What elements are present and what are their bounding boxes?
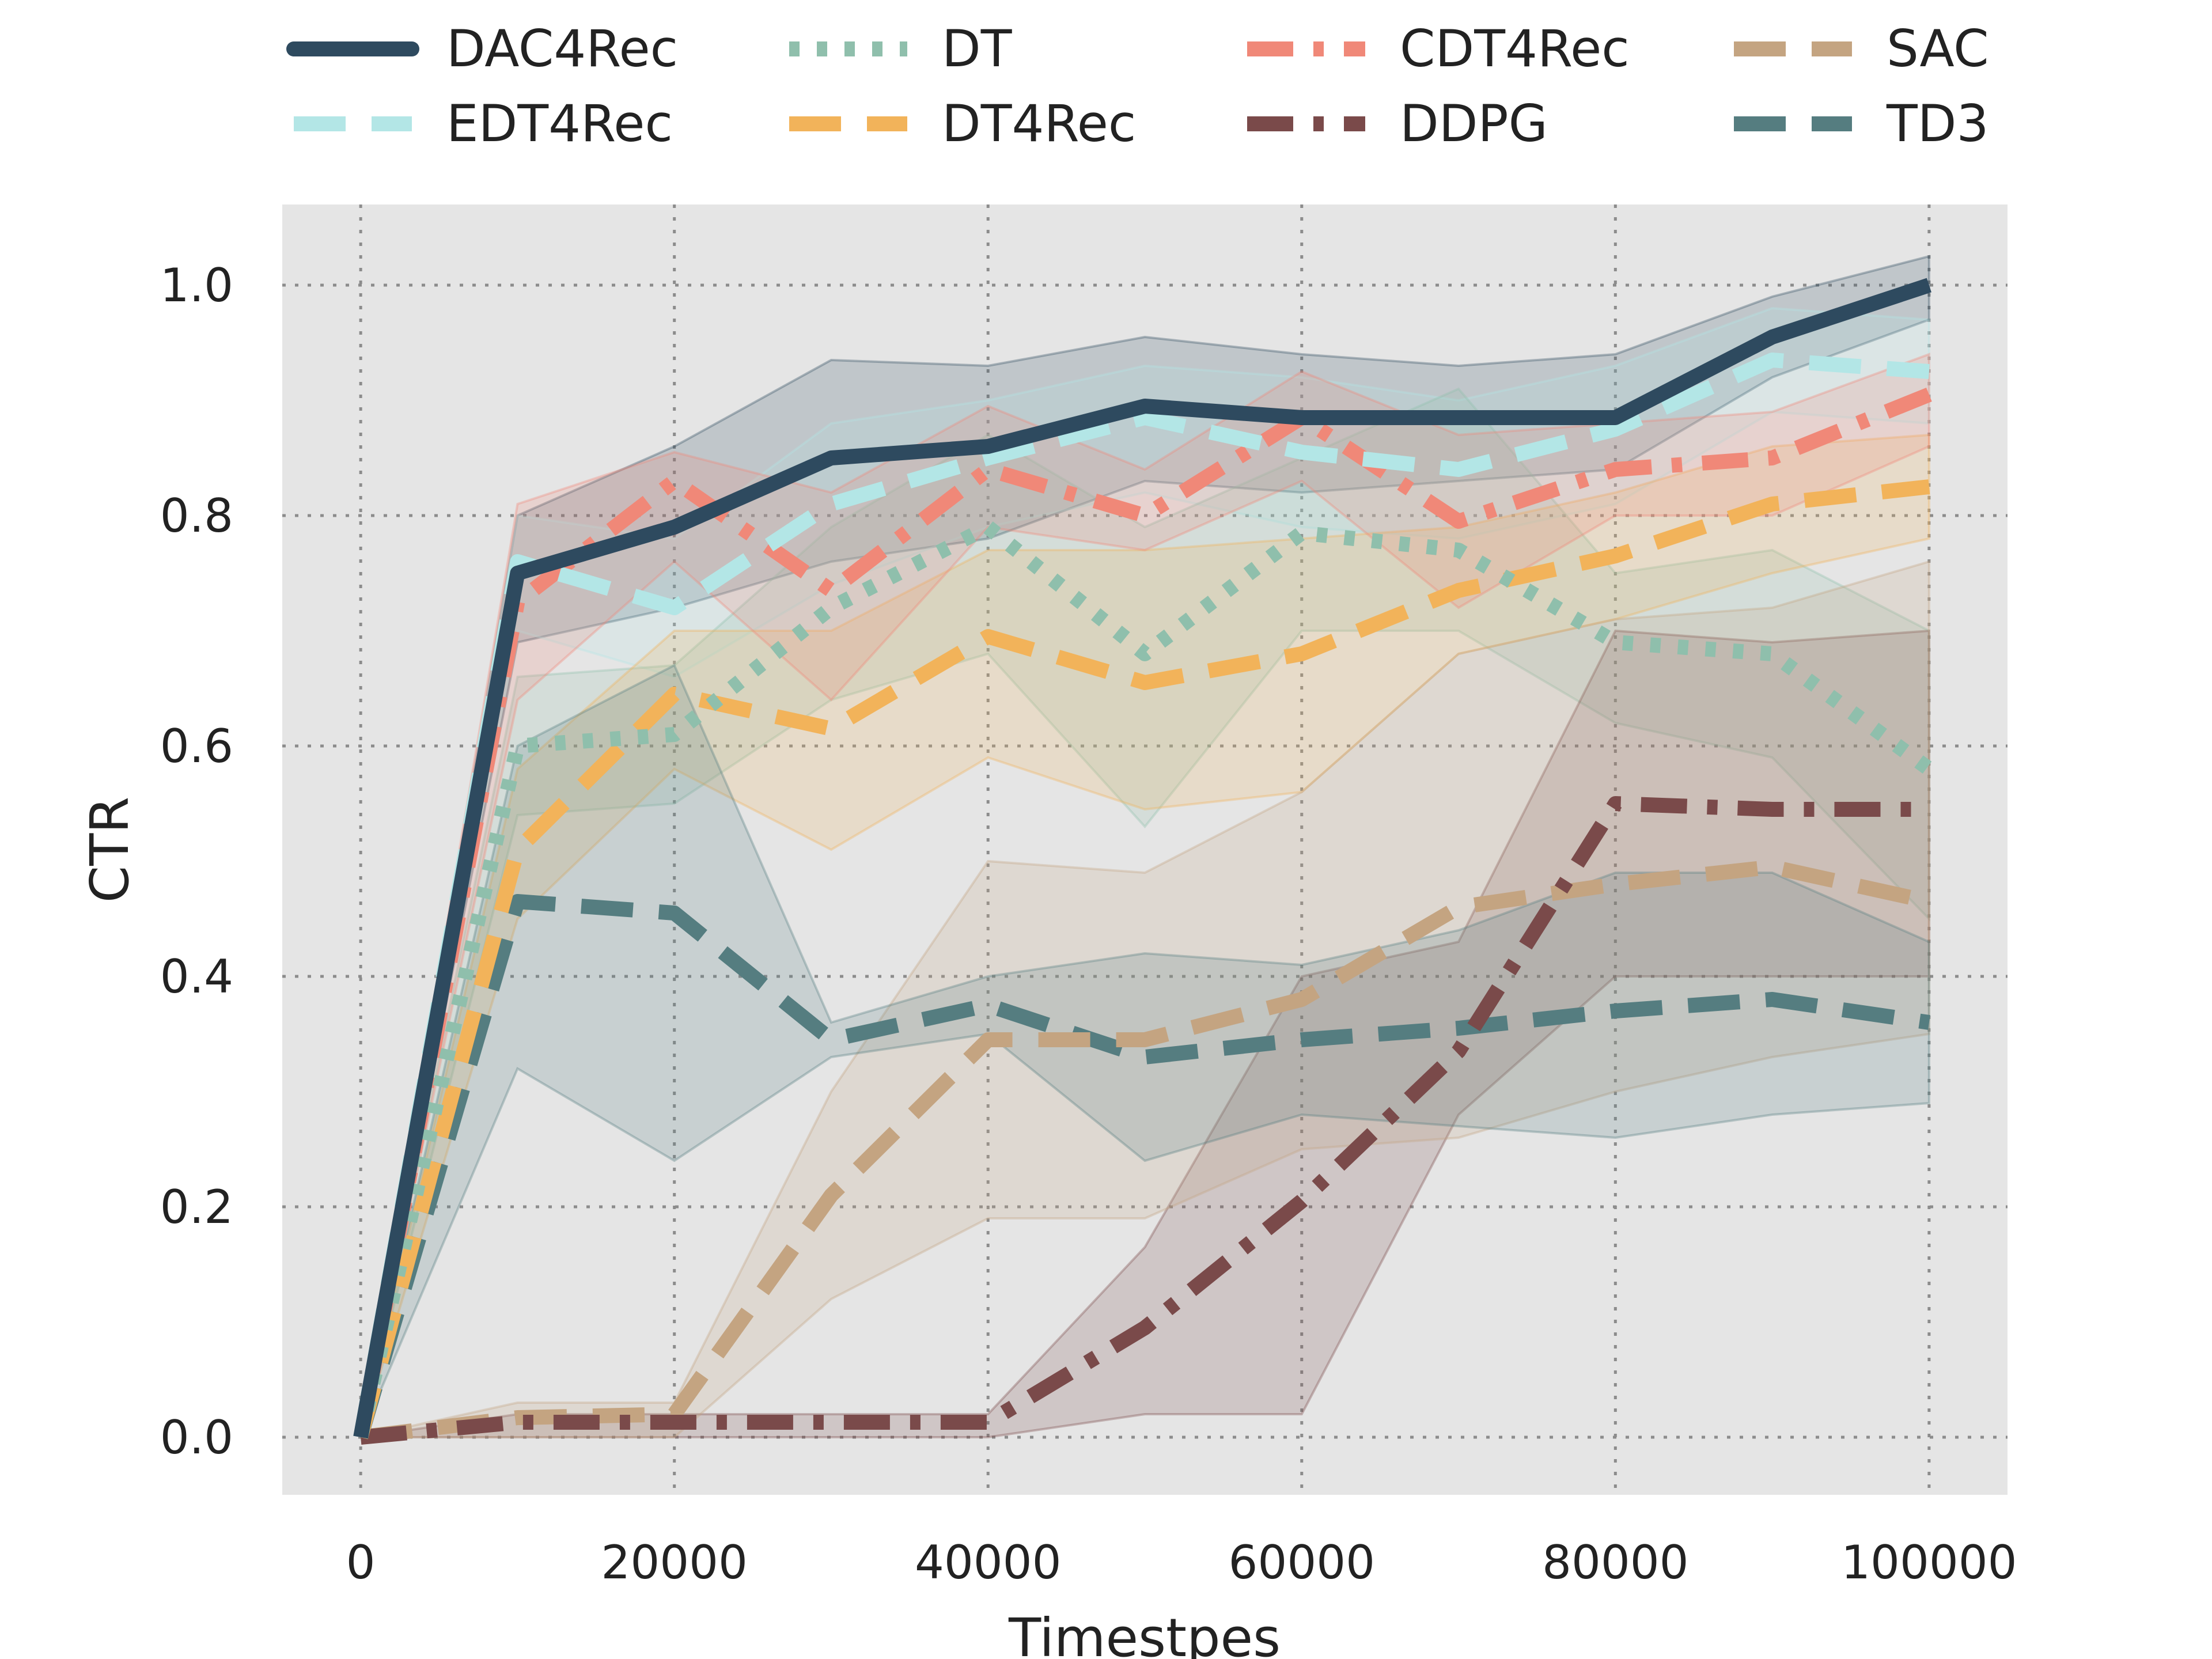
x-tick-label: 20000 <box>601 1536 748 1589</box>
legend-label-cdt4rec: CDT4Rec <box>1400 19 1630 78</box>
x-tick-label: 0 <box>346 1536 376 1589</box>
x-tick-label: 100000 <box>1841 1536 2017 1589</box>
grid-lines <box>282 204 2008 1495</box>
x-tick-label: 80000 <box>1542 1536 1689 1589</box>
line-edt4rec <box>353 353 1930 1439</box>
y-tick-label: 0.2 <box>160 1180 233 1234</box>
series-lines <box>353 278 1934 1445</box>
x-axis-label: Timestpes <box>1008 1607 1281 1659</box>
x-tick-label: 60000 <box>1229 1536 1376 1589</box>
legend-label-td3: TD3 <box>1886 94 1989 153</box>
legend-label-dac4rec: DAC4Rec <box>446 19 678 78</box>
legend-label-dt: DT <box>942 19 1013 78</box>
x-axis-ticks: 0 20000 40000 60000 80000 100000 <box>346 1536 2017 1589</box>
legend-label-sac: SAC <box>1887 19 1989 78</box>
line-cdt4rec <box>353 387 1932 1439</box>
band-ddpg <box>360 629 1930 1438</box>
y-tick-label: 0.4 <box>160 950 233 1003</box>
x-tick-label: 40000 <box>915 1536 1062 1589</box>
line-dt <box>353 520 1934 1439</box>
y-tick-label: 0.6 <box>160 719 233 773</box>
line-td3 <box>353 894 1930 1440</box>
y-axis-label: CTR <box>79 797 141 903</box>
line-dt4rec <box>353 479 1930 1440</box>
line-dac4rec <box>353 278 1931 1439</box>
y-tick-label: 1.0 <box>160 259 233 312</box>
legend-label-ddpg: DDPG <box>1400 94 1548 153</box>
legend-label-dt4rec: DT4Rec <box>942 94 1136 153</box>
band-sac <box>360 560 1930 1438</box>
y-tick-label: 0.0 <box>160 1411 233 1464</box>
y-axis-ticks: 0.0 0.2 0.4 0.6 0.8 1.0 <box>160 259 233 1464</box>
legend: DAC4Rec EDT4Rec DT DT4Rec CDT4Rec DDPG SAC TD3 <box>286 19 1989 153</box>
line-ddpg <box>359 796 1929 1445</box>
y-tick-label: 0.8 <box>160 489 233 543</box>
legend-label-edt4rec: EDT4Rec <box>446 94 673 153</box>
